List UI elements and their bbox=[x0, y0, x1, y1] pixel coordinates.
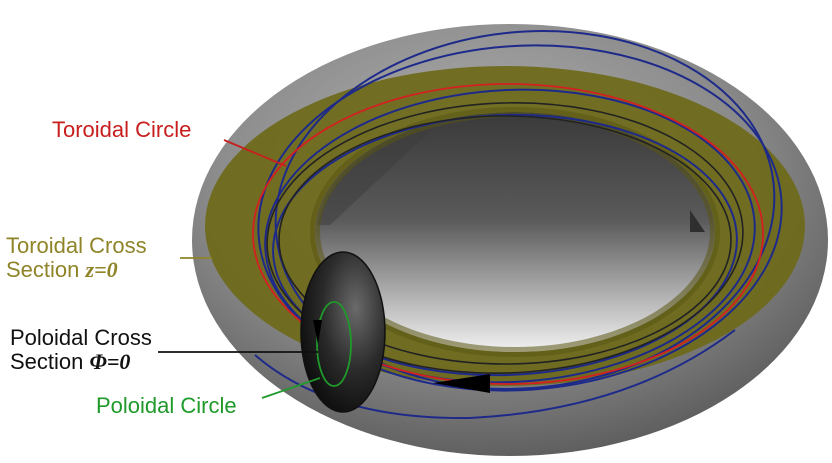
poloidal-cross-section-line1: Poloidal Cross bbox=[10, 325, 152, 350]
black-lines bbox=[266, 102, 744, 374]
toroidal-circle-label: Toroidal Circle bbox=[52, 118, 191, 142]
field-lines bbox=[254, 30, 783, 420]
toroidal-direction-arrow bbox=[433, 374, 490, 393]
torus-hole bbox=[315, 112, 715, 352]
poloidal-circle-path bbox=[316, 301, 352, 387]
poloidal-cross-section-var: Φ=0 bbox=[89, 349, 131, 374]
poloidal-circle-text: Poloidal Circle bbox=[96, 393, 237, 418]
poloidal-cross-section-line2: Section Φ=0 bbox=[10, 350, 152, 374]
poloidal-direction-arrow bbox=[313, 320, 322, 344]
toroidal-cross-section-label: Toroidal Cross Section z=0 bbox=[6, 234, 147, 282]
toroidal-circle-text: Toroidal Circle bbox=[52, 117, 192, 142]
toroidal-cross-section-word: Section bbox=[6, 257, 80, 282]
leader-lines bbox=[158, 139, 321, 399]
poloidal-cross-section-label: Poloidal Cross Section Φ=0 bbox=[10, 326, 152, 374]
toroidal-circle-path bbox=[252, 83, 764, 385]
toroidal-cross-section-line2: Section z=0 bbox=[6, 258, 147, 282]
poloidal-cross-section bbox=[300, 251, 386, 413]
toroidal-cross-section-var: z=0 bbox=[85, 257, 118, 282]
poloidal-cross-section-word: Section bbox=[10, 349, 84, 374]
poloidal-circle-label: Poloidal Circle bbox=[96, 394, 237, 418]
toroidal-cross-section-line1: Toroidal Cross bbox=[6, 233, 147, 258]
